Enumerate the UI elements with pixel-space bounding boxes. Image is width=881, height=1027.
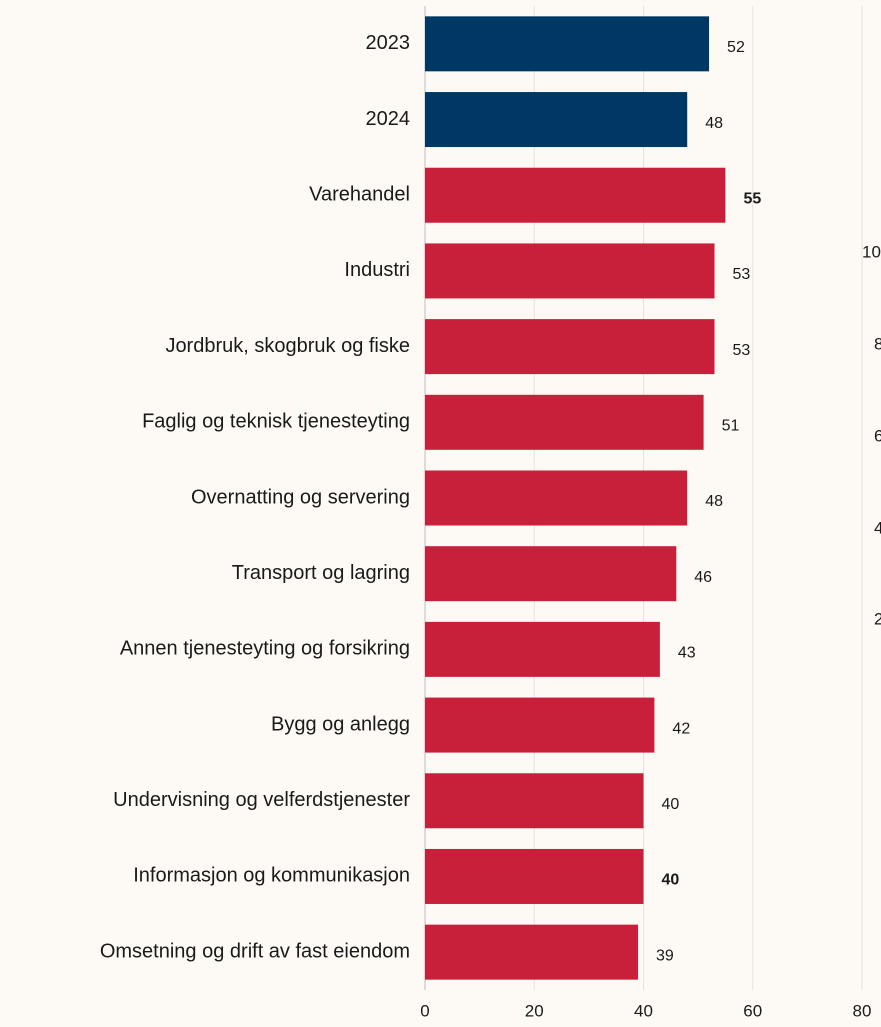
value-label: 53 — [733, 266, 751, 283]
bar — [425, 697, 655, 753]
value-label: 51 — [722, 418, 740, 435]
value-label: 42 — [672, 720, 690, 737]
x-tick-label: 60 — [743, 1001, 762, 1020]
category-label: Jordbruk, skogbruk og fiske — [165, 335, 410, 357]
clipped-label: 2 — [874, 609, 881, 628]
clipped-label: 4 — [874, 518, 881, 537]
bar — [425, 167, 726, 223]
category-label: Omsetning og drift av fast eiendom — [100, 940, 410, 962]
value-label: 46 — [694, 569, 712, 586]
value-label: 43 — [678, 645, 696, 662]
value-label: 55 — [743, 190, 761, 207]
bar — [425, 243, 715, 299]
category-label: Varehandel — [309, 184, 410, 206]
category-label: Transport og lagring — [232, 562, 410, 584]
clipped-label: 8 — [874, 334, 881, 353]
category-label: Annen tjenesteyting og forsikring — [120, 638, 410, 660]
clipped-label: 6 — [874, 426, 881, 445]
bar — [425, 546, 677, 602]
x-tick-label: 0 — [420, 1001, 429, 1020]
value-label: 52 — [727, 39, 745, 56]
value-label: 39 — [656, 947, 674, 964]
bar — [425, 470, 688, 526]
value-label: 48 — [705, 115, 723, 132]
category-label: Bygg og anlegg — [271, 713, 410, 735]
x-tick-label: 80 — [853, 1001, 872, 1020]
value-label: 40 — [662, 796, 680, 813]
x-tick-label: 20 — [525, 1001, 544, 1020]
category-label: Undervisning og velferdstjenester — [113, 789, 410, 811]
x-tick-label: 40 — [634, 1001, 653, 1020]
value-label: 40 — [662, 872, 680, 889]
bar — [425, 848, 644, 904]
category-label: Overnatting og servering — [191, 486, 410, 508]
category-label: 2023 — [366, 32, 411, 54]
clipped-label: 10 — [862, 242, 881, 261]
value-label: 48 — [705, 493, 723, 510]
bar — [425, 773, 644, 829]
bar — [425, 16, 710, 72]
bar — [425, 92, 688, 148]
category-label: Faglig og teknisk tjenesteyting — [142, 411, 410, 433]
bar — [425, 319, 715, 375]
bar — [425, 621, 660, 677]
value-label: 53 — [733, 342, 751, 359]
category-label: Informasjon og kommunikasjon — [133, 865, 410, 887]
category-label: 2024 — [366, 108, 411, 130]
bar — [425, 924, 639, 980]
category-label: Industri — [344, 259, 410, 281]
bar — [425, 394, 704, 450]
